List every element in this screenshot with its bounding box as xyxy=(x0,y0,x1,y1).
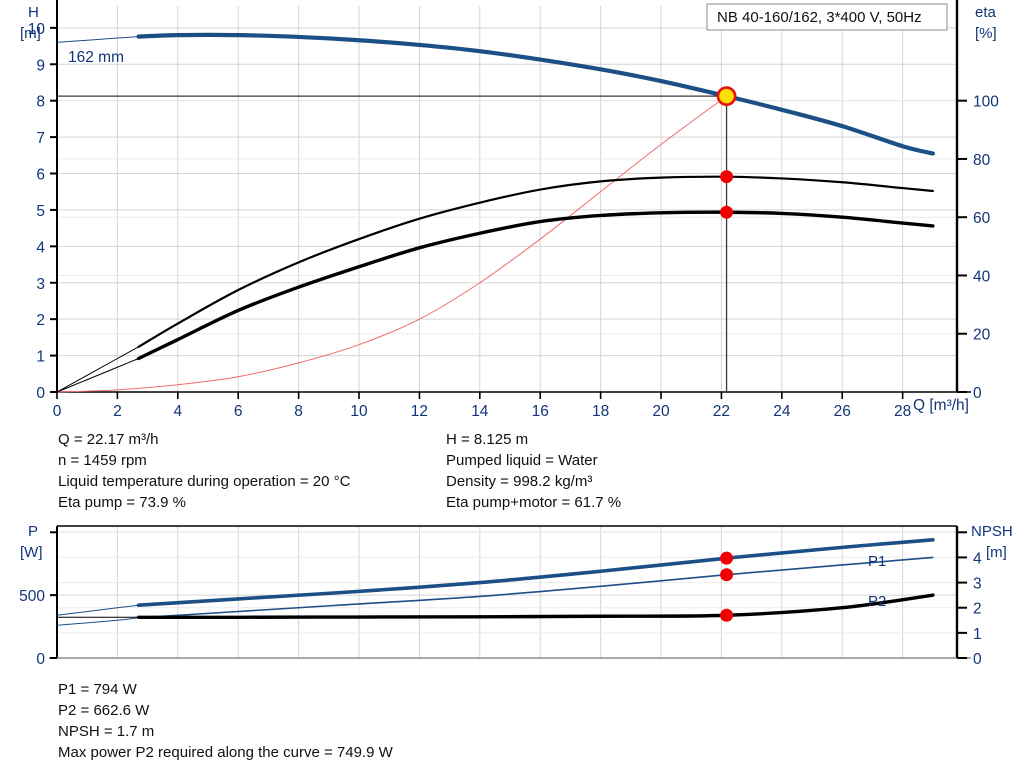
efficiency-curve-thin-2 xyxy=(56,358,139,393)
head-x-tick-label: 4 xyxy=(173,403,182,420)
npsh-tick-label: 4 xyxy=(973,550,982,567)
power-duty-marker-2 xyxy=(720,568,734,582)
efficiency-curve-1 xyxy=(137,175,934,348)
head-x-tick-label: 12 xyxy=(411,403,428,420)
head-y-axis-label-line2: [m] xyxy=(20,25,41,42)
duty-info-right-line-0: H = 8.125 m xyxy=(446,431,529,448)
head-x-tick-label: 10 xyxy=(350,403,368,420)
power-info-block: P1 = 794 W P2 = 662.6 W NPSH = 1.7 m Max… xyxy=(58,679,393,763)
head-x-tick-label: 0 xyxy=(53,403,62,420)
impeller-diameter-label: 162 mm xyxy=(68,49,124,66)
duty-info-left-line-0: Q = 22.17 m³/h xyxy=(58,431,159,448)
head-y-tick-label: 1 xyxy=(36,349,45,366)
q-axis-label: Q [m³/h] xyxy=(913,397,969,414)
npsh-tick-label: 2 xyxy=(973,601,982,618)
head-chart-ticks xyxy=(50,26,967,399)
eta-tick-label: 60 xyxy=(973,210,991,227)
power-chart-gridlines xyxy=(57,526,957,658)
head-chart-curves xyxy=(56,32,935,393)
head-y-tick-label: 6 xyxy=(36,167,45,184)
duty-info-left-line-2: Liquid temperature during operation = 20… xyxy=(58,473,351,490)
head-y-tick-label: 5 xyxy=(36,203,45,220)
p2-curve-label: P2 xyxy=(868,593,886,610)
npsh-axis-label-line1: NPSH xyxy=(971,523,1013,540)
head-y-tick-label: 3 xyxy=(36,276,45,293)
head-chart-frame xyxy=(56,0,971,393)
p1-curve-label: P1 xyxy=(868,553,886,570)
power-chart-curves xyxy=(56,538,935,626)
power-info-line-2: NPSH = 1.7 m xyxy=(58,723,155,740)
power-info-line-0: P1 = 794 W xyxy=(58,681,137,698)
p2-curve xyxy=(137,556,934,619)
head-chart-markers xyxy=(57,86,737,392)
eta-axis-label-line2: [%] xyxy=(975,25,997,42)
power-chart-markers xyxy=(720,551,734,622)
p1-curve-thin xyxy=(56,604,139,616)
npsh-axis-label-line2: [m] xyxy=(986,544,1007,561)
title-box-text: NB 40-160/162, 3*400 V, 50Hz xyxy=(717,9,922,26)
p2-curve-thin xyxy=(56,617,139,626)
head-y-tick-label: 4 xyxy=(36,239,45,256)
duty-info-right-line-1: Pumped liquid = Water xyxy=(446,452,598,469)
head-y-tick-label: 0 xyxy=(36,385,45,402)
head-x-tick-label: 26 xyxy=(834,403,851,420)
head-x-tick-label: 28 xyxy=(894,403,911,420)
eta-tick-label: 100 xyxy=(973,94,999,111)
efficiency-duty-marker-2 xyxy=(720,205,734,219)
head-y-axis-label-line1: H xyxy=(28,4,39,21)
head-y-tick-label: 2 xyxy=(36,312,45,329)
eta-tick-label: 0 xyxy=(973,385,982,402)
head-x-tick-label: 24 xyxy=(773,403,791,420)
head-x-tick-label: 14 xyxy=(471,403,489,420)
duty-info-right-line-2: Density = 998.2 kg/m³ xyxy=(446,473,593,490)
duty-info-left: Q = 22.17 m³/h n = 1459 rpm Liquid tempe… xyxy=(58,429,350,513)
head-x-tick-label: 6 xyxy=(234,403,243,420)
head-x-tick-label: 8 xyxy=(294,403,303,420)
head-y-tick-label: 7 xyxy=(36,130,45,147)
duty-info-right: H = 8.125 m Pumped liquid = Water Densit… xyxy=(446,429,621,513)
head-y-tick-label: 8 xyxy=(36,94,45,111)
npsh-tick-label: 3 xyxy=(973,576,982,593)
npsh-curve xyxy=(136,593,935,619)
power-info-line-1: P2 = 662.6 W xyxy=(58,702,150,719)
power-y-tick-label: 0 xyxy=(36,651,45,668)
duty-info-right-line-3: Eta pump+motor = 61.7 % xyxy=(446,494,622,511)
head-curve-thin xyxy=(56,36,139,43)
title-box: NB 40-160/162, 3*400 V, 50Hz xyxy=(706,3,948,31)
head-chart-gridlines xyxy=(57,6,957,392)
p1-curve xyxy=(136,538,935,607)
eta-tick-label: 40 xyxy=(973,268,991,285)
efficiency-curve-thin-1 xyxy=(56,346,139,393)
head-efficiency-chart: H [m] eta [%] Q [m³/h] 162 mm NB 40-160/… xyxy=(20,0,999,420)
eta-axis-label-line1: eta xyxy=(975,4,997,21)
power-npsh-chart: P [W] NPSH [m] P1 P2 0 500 0 1 2 3 4 xyxy=(19,523,1013,668)
power-duty-marker-3 xyxy=(720,608,734,622)
eta-tick-label: 20 xyxy=(973,327,991,344)
power-duty-marker-1 xyxy=(720,551,734,565)
head-y-tick-label: 10 xyxy=(28,21,46,38)
power-reference-curve xyxy=(56,95,727,393)
head-y-tick-label: 9 xyxy=(36,57,45,74)
head-x-tick-label: 16 xyxy=(532,403,549,420)
efficiency-duty-marker-1 xyxy=(720,170,734,184)
npsh-tick-label: 0 xyxy=(973,651,982,668)
power-y-tick-label: 500 xyxy=(19,588,45,605)
duty-info-left-line-1: n = 1459 rpm xyxy=(58,452,147,469)
head-x-tick-label: 2 xyxy=(113,403,122,420)
head-x-tick-label: 20 xyxy=(652,403,670,420)
power-info-line-3: Max power P2 required along the curve = … xyxy=(58,744,393,761)
duty-point-marker xyxy=(716,86,737,107)
power-chart-frame xyxy=(49,525,971,659)
power-y-axis-label-line2: [W] xyxy=(20,544,43,561)
power-chart-ticks xyxy=(50,531,967,659)
head-curve xyxy=(136,32,935,156)
eta-tick-label: 80 xyxy=(973,152,991,169)
head-x-tick-label: 18 xyxy=(592,403,609,420)
npsh-tick-label: 1 xyxy=(973,626,982,643)
power-y-axis-label-line1: P xyxy=(28,523,38,540)
efficiency-curve-2 xyxy=(136,210,935,361)
head-x-tick-label: 22 xyxy=(713,403,730,420)
duty-info-left-line-3: Eta pump = 73.9 % xyxy=(58,494,186,511)
